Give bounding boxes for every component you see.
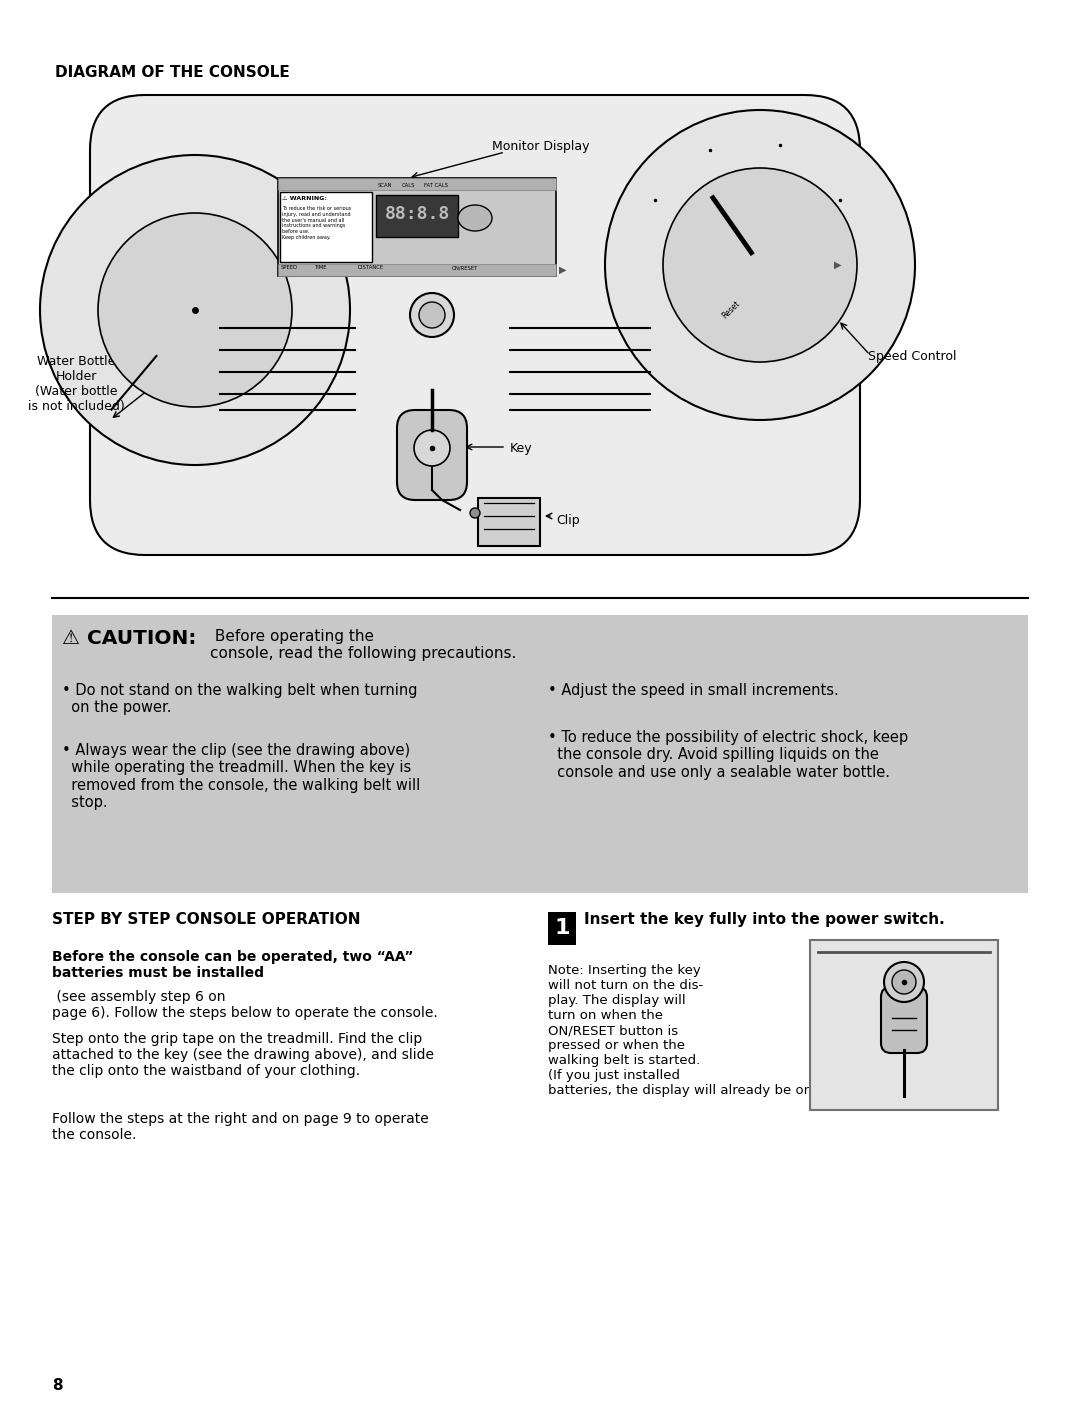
- Text: Water Bottle
Holder
(Water bottle
is not included): Water Bottle Holder (Water bottle is not…: [28, 355, 125, 412]
- Text: ⚠ WARNING:: ⚠ WARNING:: [282, 196, 327, 201]
- FancyBboxPatch shape: [278, 178, 556, 276]
- Circle shape: [885, 962, 924, 1002]
- Text: 88:8.8: 88:8.8: [384, 205, 449, 223]
- Circle shape: [410, 293, 454, 337]
- Text: Step onto the grip tape on the treadmill. Find the clip
attached to the key (see: Step onto the grip tape on the treadmill…: [52, 1033, 434, 1079]
- Circle shape: [470, 508, 480, 518]
- Text: Key: Key: [510, 442, 532, 455]
- Text: To reduce the risk or serious
injury, read and understand
the user's manual and : To reduce the risk or serious injury, re…: [282, 206, 351, 240]
- Text: 8: 8: [52, 1378, 63, 1393]
- Text: Before the console can be operated, two “AA”
batteries must be installed: Before the console can be operated, two …: [52, 950, 414, 981]
- Text: 1: 1: [554, 918, 570, 939]
- Text: Reset: Reset: [720, 299, 742, 320]
- Text: ▶: ▶: [834, 260, 841, 269]
- Text: DISTANCE: DISTANCE: [357, 265, 384, 269]
- Circle shape: [605, 109, 915, 419]
- Text: DIAGRAM OF THE CONSOLE: DIAGRAM OF THE CONSOLE: [55, 65, 289, 80]
- Circle shape: [419, 302, 445, 328]
- Text: ⚠ CAUTION:: ⚠ CAUTION:: [62, 629, 197, 648]
- Text: Monitor Display: Monitor Display: [492, 140, 590, 153]
- Text: • Do not stand on the walking belt when turning
  on the power.: • Do not stand on the walking belt when …: [62, 683, 418, 716]
- Ellipse shape: [458, 205, 492, 231]
- Text: FAT CALS: FAT CALS: [424, 182, 448, 188]
- Text: ON/RESET: ON/RESET: [453, 265, 478, 269]
- FancyBboxPatch shape: [548, 912, 576, 946]
- Text: Clip: Clip: [556, 513, 580, 528]
- FancyBboxPatch shape: [397, 410, 467, 499]
- FancyBboxPatch shape: [52, 615, 1028, 892]
- Text: Follow the steps at the right and on page 9 to operate
the console.: Follow the steps at the right and on pag…: [52, 1113, 429, 1142]
- Text: Before operating the
console, read the following precautions.: Before operating the console, read the f…: [210, 629, 516, 661]
- FancyBboxPatch shape: [278, 264, 556, 276]
- Circle shape: [892, 969, 916, 993]
- Text: • Always wear the clip (see the drawing above)
  while operating the treadmill. : • Always wear the clip (see the drawing …: [62, 744, 420, 810]
- Text: TIME: TIME: [315, 265, 327, 269]
- Circle shape: [40, 154, 350, 464]
- Text: • Adjust the speed in small increments.: • Adjust the speed in small increments.: [548, 683, 839, 699]
- Text: STEP BY STEP CONSOLE OPERATION: STEP BY STEP CONSOLE OPERATION: [52, 912, 361, 927]
- Text: SCAN: SCAN: [378, 182, 392, 188]
- FancyBboxPatch shape: [90, 95, 860, 556]
- FancyBboxPatch shape: [280, 192, 372, 262]
- Text: Speed Control: Speed Control: [868, 349, 957, 363]
- Circle shape: [98, 213, 292, 407]
- Circle shape: [414, 429, 450, 466]
- Text: CALS: CALS: [402, 182, 416, 188]
- Text: (see assembly step 6 on
page 6). Follow the steps below to operate the console.: (see assembly step 6 on page 6). Follow …: [52, 991, 437, 1020]
- FancyBboxPatch shape: [376, 195, 458, 237]
- Text: ▶: ▶: [559, 265, 567, 275]
- FancyBboxPatch shape: [278, 178, 556, 189]
- FancyBboxPatch shape: [881, 986, 927, 1054]
- FancyBboxPatch shape: [810, 940, 998, 1110]
- Text: • To reduce the possibility of electric shock, keep
  the console dry. Avoid spi: • To reduce the possibility of electric …: [548, 730, 908, 780]
- FancyBboxPatch shape: [478, 498, 540, 546]
- Text: Note: Inserting the key
will not turn on the dis-
play. The display will
turn on: Note: Inserting the key will not turn on…: [548, 964, 822, 1097]
- Text: Insert the key fully into the power switch.: Insert the key fully into the power swit…: [584, 912, 945, 927]
- Text: SPEED: SPEED: [281, 265, 298, 269]
- Circle shape: [663, 168, 858, 362]
